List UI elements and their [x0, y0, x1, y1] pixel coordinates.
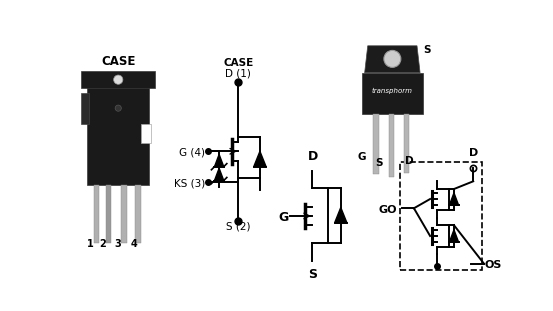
Polygon shape: [450, 193, 458, 205]
Text: transphorm: transphorm: [372, 88, 413, 94]
Polygon shape: [215, 168, 224, 181]
Bar: [121, 185, 127, 243]
Polygon shape: [254, 151, 266, 167]
Polygon shape: [87, 85, 149, 185]
Text: D: D: [468, 148, 478, 158]
Text: CASE: CASE: [223, 58, 253, 68]
Text: G: G: [357, 152, 366, 162]
Text: S: S: [309, 268, 317, 281]
Circle shape: [113, 75, 123, 84]
Text: G: G: [278, 211, 289, 224]
Text: S: S: [375, 158, 383, 168]
Circle shape: [384, 50, 401, 67]
Text: KS (3): KS (3): [174, 179, 205, 188]
Text: G (4): G (4): [179, 148, 205, 158]
Text: 2: 2: [100, 239, 106, 249]
Text: OS: OS: [485, 260, 502, 270]
Bar: [389, 114, 394, 178]
Bar: [400, 162, 482, 270]
Circle shape: [115, 105, 121, 111]
Polygon shape: [215, 154, 224, 167]
Text: 4: 4: [131, 239, 137, 249]
Polygon shape: [335, 207, 347, 223]
Text: GO: GO: [378, 205, 397, 215]
Text: D: D: [308, 150, 318, 163]
Bar: [404, 114, 409, 173]
Bar: [142, 123, 150, 143]
Text: S (2): S (2): [226, 221, 251, 231]
Text: D (1): D (1): [226, 68, 251, 78]
Text: 3: 3: [115, 239, 122, 249]
Polygon shape: [364, 46, 420, 73]
Text: D: D: [405, 156, 414, 166]
Text: S: S: [423, 45, 431, 55]
Bar: [373, 114, 378, 174]
Text: 1: 1: [87, 239, 94, 249]
Bar: [106, 185, 111, 243]
Bar: [81, 93, 89, 123]
Bar: [93, 185, 99, 243]
Polygon shape: [81, 71, 155, 88]
Polygon shape: [362, 73, 423, 114]
Bar: [135, 185, 140, 243]
Polygon shape: [450, 230, 458, 242]
Text: CASE: CASE: [101, 55, 135, 68]
